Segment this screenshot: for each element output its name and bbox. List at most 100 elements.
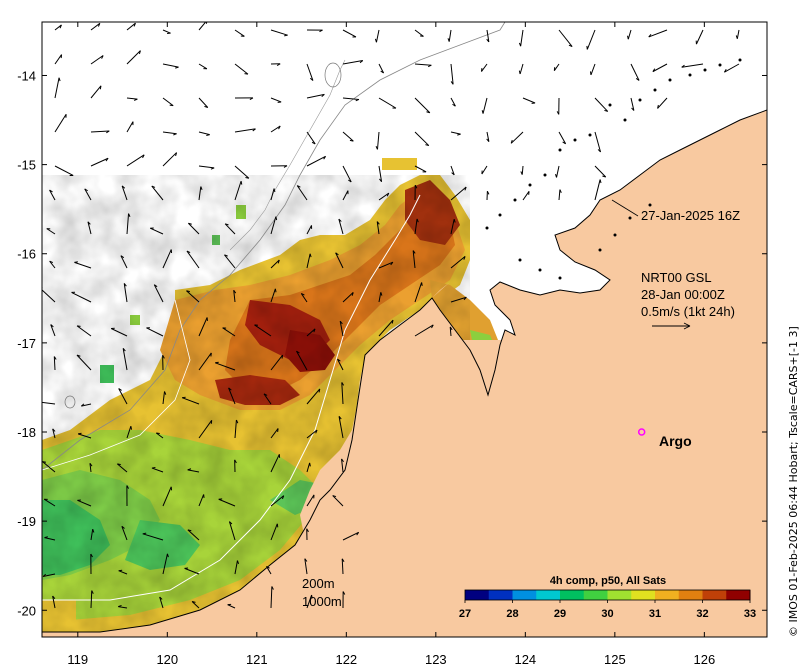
contour-shelf [229, 59, 346, 251]
current-vector [378, 192, 390, 201]
current-vector [306, 253, 312, 269]
current-vector [234, 97, 254, 101]
current-vector [162, 29, 171, 35]
current-vector [652, 63, 668, 73]
colorbar-swatch [631, 590, 656, 600]
current-vector [450, 97, 456, 107]
current-vector [234, 128, 256, 133]
plot-area [42, 22, 767, 637]
coastline [42, 109, 767, 633]
contour-200m-inner [42, 299, 191, 471]
current-vector [522, 191, 530, 201]
current-vector [378, 63, 385, 74]
current-vector [486, 131, 490, 142]
current-vector [227, 603, 236, 609]
x-axis: 119 120 121 122 123 124 125 126 [67, 22, 715, 667]
colorbar-swatch [583, 590, 608, 600]
track-label: 27-Jan-2025 16Z [641, 208, 740, 223]
current-vector [87, 221, 92, 235]
current-vector [126, 50, 141, 65]
current-vector [296, 185, 308, 201]
current-vector [162, 63, 179, 69]
current-vector [342, 60, 364, 65]
current-vector [198, 419, 213, 439]
current-vector [151, 467, 164, 473]
current-vector [54, 54, 63, 65]
current-vector [338, 218, 344, 235]
current-vector [126, 426, 133, 439]
contour-200m-legend: 200m [302, 576, 335, 591]
current-vector [270, 288, 277, 303]
current-vector [117, 463, 128, 473]
current-vector [304, 558, 308, 575]
current-vector [42, 401, 56, 405]
colorbar-swatch [655, 590, 680, 600]
current-vector [186, 290, 200, 303]
current-vector [126, 154, 145, 167]
current-vector [627, 29, 632, 40]
current-vector [342, 29, 357, 38]
current-vector [162, 355, 165, 371]
colorbar-swatch [560, 590, 585, 600]
current-vector [586, 29, 596, 50]
current-vector [306, 225, 313, 235]
colorbar-tick-label: 29 [554, 608, 566, 620]
current-vector [234, 459, 237, 473]
current-vector [414, 165, 427, 173]
current-vector [52, 428, 56, 439]
current-vector [270, 188, 276, 201]
y-tick-label: -18 [17, 425, 36, 440]
current-vector [450, 219, 456, 235]
current-vector [162, 249, 173, 269]
current-vector [198, 352, 212, 371]
current-vector [342, 531, 360, 541]
current-vector [300, 293, 308, 303]
current-vector [234, 165, 250, 179]
current-vector [414, 324, 434, 337]
current-vector [553, 63, 560, 71]
y-tick-label: -19 [17, 514, 36, 529]
argo-marker[interactable] [637, 428, 646, 436]
current-vector [338, 416, 344, 439]
current-vector [126, 213, 131, 235]
current-vector [558, 131, 567, 145]
x-tick-label: 124 [514, 652, 536, 667]
x-tick-label: 120 [156, 652, 178, 667]
current-vector [90, 22, 101, 31]
contour-1000m [42, 194, 421, 601]
current-vector [657, 97, 668, 109]
current-vector [42, 461, 56, 473]
current-vector [306, 494, 315, 507]
current-vector [630, 63, 640, 81]
current-vector [270, 97, 282, 103]
track-label-pointer [611, 199, 639, 217]
current-vector [648, 29, 668, 38]
current-vector [90, 590, 94, 609]
current-vector [54, 24, 62, 31]
current-vector [188, 222, 200, 235]
current-vector [589, 63, 596, 76]
current-vector [54, 165, 74, 177]
current-vector [191, 601, 200, 609]
current-vector [187, 468, 200, 473]
current-vector [630, 97, 635, 111]
current-vector [306, 388, 321, 405]
current-vector [695, 29, 704, 45]
y-tick-label: -16 [17, 247, 36, 262]
current-vector [254, 324, 272, 337]
current-vector [71, 291, 92, 303]
current-vector [342, 165, 352, 183]
current-vector [198, 131, 210, 136]
current-vector [518, 63, 524, 75]
current-vector [681, 63, 704, 68]
current-vector [90, 130, 110, 134]
current-vector [42, 573, 56, 577]
current-vector [378, 319, 394, 337]
current-vector [126, 485, 130, 507]
current-vector [342, 292, 354, 303]
current-vector [90, 157, 109, 167]
current-vector [378, 97, 397, 109]
current-vector [306, 63, 314, 81]
x-tick-label: 119 [67, 652, 88, 667]
